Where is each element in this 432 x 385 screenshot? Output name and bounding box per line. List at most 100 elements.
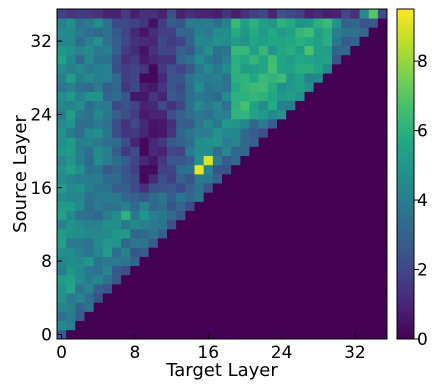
heatmap-cell	[102, 183, 113, 193]
heatmap-cell	[240, 18, 250, 28]
heatmap-cell	[332, 137, 342, 147]
heatmap-cell	[176, 54, 186, 65]
heatmap-cell	[139, 18, 150, 28]
heatmap-cell	[377, 36, 388, 47]
heatmap-cell	[102, 146, 113, 157]
heatmap-cell	[295, 174, 305, 184]
heatmap-cell	[332, 192, 342, 202]
heatmap-cell	[304, 238, 315, 248]
heatmap-cell	[377, 18, 388, 28]
heatmap-cell	[222, 109, 232, 120]
heatmap-cell	[84, 238, 95, 248]
heatmap-cell	[267, 174, 278, 184]
heatmap-cell	[322, 64, 333, 74]
heatmap-cell	[203, 164, 214, 175]
heatmap-cell	[185, 293, 195, 303]
heatmap-cell	[112, 155, 122, 166]
heatmap-cell	[194, 73, 205, 83]
heatmap-cell	[295, 54, 305, 65]
heatmap-cell	[84, 219, 95, 230]
heatmap-cell	[350, 265, 360, 276]
heatmap-cell	[350, 18, 360, 28]
heatmap-cell	[157, 329, 168, 340]
heatmap-cell	[341, 109, 351, 120]
heatmap-cell	[75, 284, 85, 294]
heatmap-cell	[368, 302, 379, 312]
heatmap-cell	[313, 238, 324, 248]
heatmap-cell	[66, 210, 76, 221]
heatmap-cell	[66, 91, 76, 102]
heatmap-cell	[240, 146, 250, 157]
heatmap-cell	[322, 183, 333, 193]
heatmap-cell	[212, 192, 223, 202]
heatmap-cell	[185, 146, 195, 157]
heatmap-cell	[377, 45, 388, 56]
heatmap-cell	[267, 18, 278, 28]
heatmap-cell	[84, 256, 95, 267]
heatmap-cell	[231, 119, 241, 129]
heatmap-cell	[93, 192, 104, 202]
heatmap-cell	[350, 201, 360, 212]
heatmap-cell	[167, 302, 177, 312]
heatmap-cell	[66, 36, 76, 47]
heatmap-cell	[185, 82, 195, 92]
heatmap-cell	[112, 100, 122, 111]
colorbar	[396, 8, 415, 340]
heatmap-cell	[66, 201, 76, 212]
heatmap-cell	[231, 45, 241, 56]
heatmap-cell	[350, 164, 360, 175]
heatmap-cell	[249, 91, 260, 102]
heatmap-cell	[249, 128, 260, 138]
heatmap-cell	[267, 320, 278, 331]
heatmap-cell	[57, 219, 67, 230]
heatmap-cell	[93, 311, 104, 322]
heatmap-cell	[222, 329, 232, 340]
heatmap-cell	[121, 265, 131, 276]
heatmap-cell	[57, 27, 67, 37]
heatmap-cell	[295, 73, 305, 83]
heatmap-cell	[277, 119, 287, 129]
heatmap-cell	[203, 155, 214, 166]
heatmap-cell	[341, 174, 351, 184]
heatmap-cell	[93, 174, 104, 184]
heatmap-cell	[57, 201, 67, 212]
heatmap-cell	[176, 293, 186, 303]
heatmap-cell	[313, 210, 324, 221]
heatmap-cell	[84, 183, 95, 193]
heatmap-cell	[102, 18, 113, 28]
heatmap-cell	[258, 265, 269, 276]
heatmap-cell	[350, 64, 360, 74]
heatmap-cell	[139, 9, 150, 19]
heatmap-cell	[194, 229, 205, 239]
heatmap-cell	[194, 256, 205, 267]
heatmap-cell	[350, 247, 360, 257]
heatmap-cell	[176, 146, 186, 157]
heatmap-cell	[341, 73, 351, 83]
heatmap-cell	[57, 320, 67, 331]
heatmap-cell	[304, 45, 315, 56]
heatmap-cell	[304, 329, 315, 340]
heatmap-cell	[359, 229, 370, 239]
heatmap-cell	[377, 293, 388, 303]
heatmap-cell	[75, 73, 85, 83]
heatmap-cell	[359, 256, 370, 267]
heatmap-cell	[139, 146, 150, 157]
heatmap-cell	[212, 229, 223, 239]
heatmap-cell	[267, 192, 278, 202]
heatmap-cell	[203, 302, 214, 312]
heatmap-cell	[377, 201, 388, 212]
heatmap-cell	[121, 183, 131, 193]
heatmap-cell	[84, 54, 95, 65]
heatmap-cell	[222, 183, 232, 193]
heatmap-cell	[212, 45, 223, 56]
heatmap-cell	[359, 192, 370, 202]
heatmap-cell	[102, 293, 113, 303]
heatmap-cell	[139, 137, 150, 147]
heatmap-cell	[277, 54, 287, 65]
heatmap-cell	[240, 238, 250, 248]
heatmap-cell	[185, 183, 195, 193]
heatmap-cell	[222, 137, 232, 147]
heatmap-cell	[322, 146, 333, 157]
heatmap-cell	[112, 201, 122, 212]
heatmap-cell	[212, 64, 223, 74]
